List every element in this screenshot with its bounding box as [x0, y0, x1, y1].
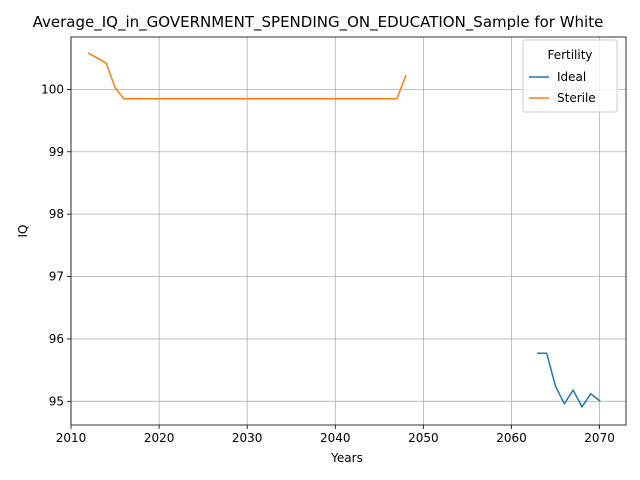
legend: Fertility Ideal Sterile — [522, 39, 618, 113]
legend-title: Fertility — [547, 48, 592, 62]
chart-title: Average_IQ_in_GOVERNMENT_SPENDING_ON_EDU… — [33, 13, 604, 32]
series-line-sterile — [87, 52, 407, 100]
y-tick-label: 98 — [49, 207, 64, 221]
axis-ticks: 2010 2020 2030 2040 2050 2060 2070 95 96 97 98 99 10… — [41, 82, 615, 445]
y-tick-label: 99 — [49, 145, 64, 159]
y-axis-label: IQ — [16, 225, 30, 238]
x-tick-label: 2040 — [320, 431, 351, 445]
y-tick-label: 96 — [49, 332, 64, 346]
x-tick-label: 2030 — [232, 431, 263, 445]
series-line-ideal — [537, 352, 601, 408]
series-layer — [87, 52, 601, 408]
legend-box — [522, 39, 618, 113]
legend-label-sterile: Sterile — [557, 91, 596, 105]
x-axis-label: Years — [330, 451, 363, 465]
x-tick-label: 2070 — [584, 431, 615, 445]
legend-label-ideal: Ideal — [557, 70, 586, 84]
x-tick-label: 2060 — [496, 431, 527, 445]
x-tick-label: 2050 — [408, 431, 439, 445]
x-tick-label: 2010 — [56, 431, 87, 445]
y-tick-label: 100 — [41, 82, 64, 96]
y-tick-label: 95 — [49, 394, 64, 408]
plot-frame — [70, 36, 627, 426]
x-tick-label: 2020 — [144, 431, 175, 445]
y-tick-label: 97 — [49, 270, 64, 284]
